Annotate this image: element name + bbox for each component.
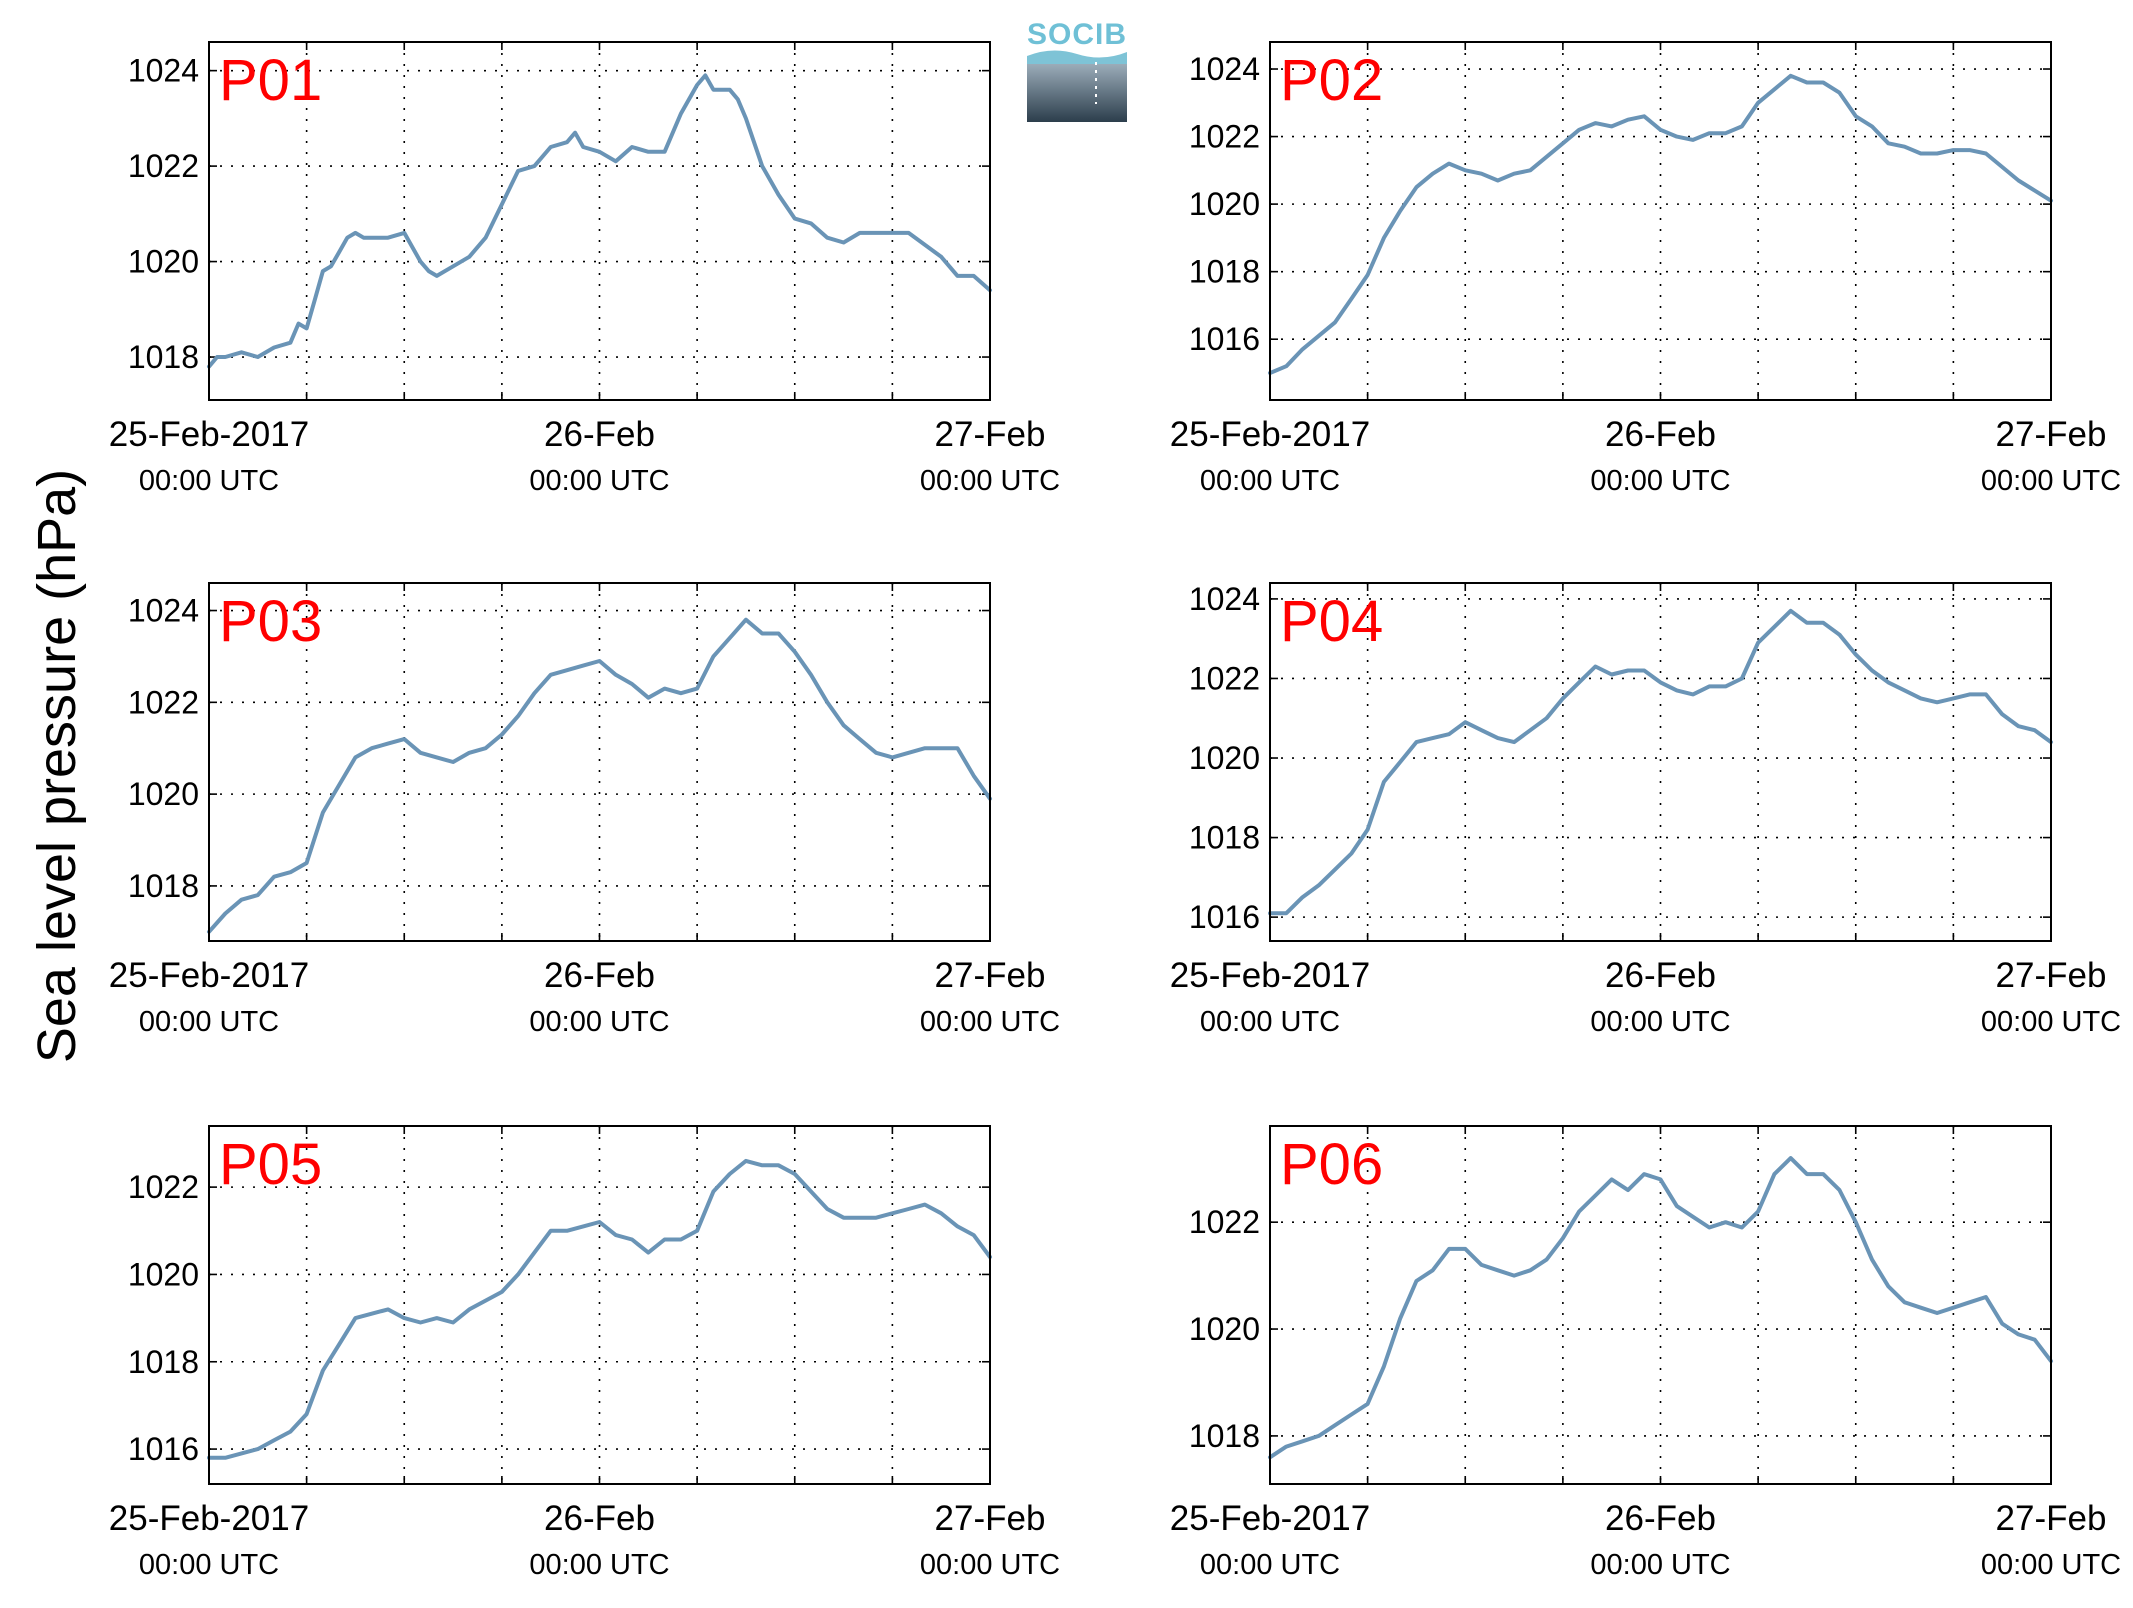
x-tick-time-label: 00:00 UTC <box>1981 1006 2121 1038</box>
x-tick-time-label: 00:00 UTC <box>1981 465 2121 497</box>
y-tick-label: 1022 <box>1189 660 1260 696</box>
plot-frame <box>1269 1125 2052 1485</box>
x-tick-date-label: 26-Feb <box>544 415 655 454</box>
x-tick-time-label: 00:00 UTC <box>1981 1549 2121 1581</box>
y-tick-label: 1020 <box>1189 740 1260 776</box>
y-tick-label: 1020 <box>128 244 199 280</box>
panel-p05: 1016 1018 1020 1022 25-Feb-2017 00:00 UTC 26-F… <box>109 1125 1060 1581</box>
x-tick-date-label: 26-Feb <box>1605 415 1716 454</box>
plot-background <box>209 42 990 400</box>
y-tick-label: 1018 <box>1189 820 1260 856</box>
y-tick-label: 1016 <box>1189 899 1260 935</box>
socib-logo: SOCIB <box>1027 18 1127 122</box>
x-tick-date-label: 27-Feb <box>1996 1499 2107 1538</box>
plot-frame <box>1269 41 2052 401</box>
series-line <box>1268 608 2053 916</box>
plot-background <box>1270 583 2051 941</box>
y-tick-label: 1022 <box>1189 119 1260 155</box>
y-tick-label: 1020 <box>128 776 199 812</box>
x-tick-time-label: 00:00 UTC <box>920 1006 1060 1038</box>
x-tick-date-label: 27-Feb <box>1996 956 2107 995</box>
x-tick-date-label: 27-Feb <box>1996 415 2107 454</box>
x-tick-date-label: 27-Feb <box>935 1499 1046 1538</box>
x-tick-date-label: 25-Feb-2017 <box>1170 1499 1370 1538</box>
y-tick-label: 1022 <box>128 148 199 184</box>
x-tick-time-label: 00:00 UTC <box>1590 1549 1730 1581</box>
panel-title: P03 <box>219 589 322 654</box>
panel-p03: 1018 1020 1022 1024 25-Feb-2017 00:00 UTC 26-F… <box>109 582 1060 1038</box>
x-tick-date-label: 26-Feb <box>1605 956 1716 995</box>
y-tick-label: 1024 <box>128 593 199 629</box>
y-tick-label: 1018 <box>128 868 199 904</box>
series-line <box>207 1158 992 1460</box>
plot-background <box>1270 42 2051 400</box>
panel-title: P01 <box>219 48 322 113</box>
y-tick-label: 1022 <box>128 1169 199 1205</box>
panel-title: P06 <box>1280 1132 1383 1197</box>
y-tick-label: 1020 <box>1189 186 1260 222</box>
plot-background <box>209 1126 990 1484</box>
panel-p04: 1016 1018 1020 1022 1024 25-Feb-2017 00:00 UTC… <box>1170 581 2121 1038</box>
x-tick-date-label: 25-Feb-2017 <box>1170 415 1370 454</box>
x-tick-time-label: 00:00 UTC <box>1590 1006 1730 1038</box>
x-tick-time-label: 00:00 UTC <box>920 1549 1060 1581</box>
y-axis-title: Sea level pressure (hPa) <box>27 469 87 1063</box>
y-tick-label: 1022 <box>1189 1204 1260 1240</box>
x-tick-date-label: 25-Feb-2017 <box>1170 956 1370 995</box>
series-line <box>1268 73 2053 375</box>
x-tick-time-label: 00:00 UTC <box>529 1549 669 1581</box>
x-tick-date-label: 26-Feb <box>1605 1499 1716 1538</box>
y-tick-label: 1018 <box>1189 254 1260 290</box>
x-tick-time-label: 00:00 UTC <box>1200 1006 1340 1038</box>
x-tick-time-label: 00:00 UTC <box>529 1006 669 1038</box>
x-tick-time-label: 00:00 UTC <box>1200 465 1340 497</box>
y-tick-label: 1016 <box>128 1431 199 1467</box>
x-tick-date-label: 27-Feb <box>935 415 1046 454</box>
x-tick-date-label: 26-Feb <box>544 1499 655 1538</box>
y-tick-label: 1020 <box>128 1256 199 1292</box>
x-tick-time-label: 00:00 UTC <box>139 465 279 497</box>
y-tick-label: 1018 <box>128 1344 199 1380</box>
plot-frame <box>208 582 991 942</box>
plot-frame <box>208 1125 991 1485</box>
x-tick-time-label: 00:00 UTC <box>139 1549 279 1581</box>
panel-title: P04 <box>1280 589 1383 654</box>
panel-p06: 1018 1020 1022 25-Feb-2017 00:00 UTC 26-Feb 00… <box>1170 1125 2121 1581</box>
plot-frame <box>208 41 991 401</box>
y-tick-label: 1024 <box>1189 51 1260 87</box>
panel-p02: 1016 1018 1020 1022 1024 25-Feb-2017 00:00 UTC… <box>1170 41 2121 497</box>
plot-frame <box>1269 582 2052 942</box>
x-tick-date-label: 26-Feb <box>544 956 655 995</box>
x-tick-time-label: 00:00 UTC <box>1200 1549 1340 1581</box>
y-tick-label: 1016 <box>1189 321 1260 357</box>
series-line <box>1268 1156 2053 1460</box>
x-tick-date-label: 25-Feb-2017 <box>109 956 309 995</box>
x-tick-time-label: 00:00 UTC <box>139 1006 279 1038</box>
x-tick-date-label: 25-Feb-2017 <box>109 1499 309 1538</box>
plot-background <box>209 583 990 941</box>
logo-wave <box>1027 50 1127 64</box>
series-line <box>207 73 992 369</box>
panels: 1018 1020 1022 1024 25-Feb-2017 00:00 UTC 26-F… <box>109 41 2121 1581</box>
x-tick-time-label: 00:00 UTC <box>1590 465 1730 497</box>
x-tick-date-label: 25-Feb-2017 <box>109 415 309 454</box>
logo-text: SOCIB <box>1027 18 1127 51</box>
y-tick-label: 1018 <box>1189 1418 1260 1454</box>
y-tick-label: 1024 <box>128 53 199 89</box>
y-tick-label: 1018 <box>128 339 199 375</box>
y-tick-label: 1020 <box>1189 1311 1260 1347</box>
series-line <box>207 617 992 934</box>
panel-p01: 1018 1020 1022 1024 25-Feb-2017 00:00 UTC 26-F… <box>109 41 1060 497</box>
x-tick-time-label: 00:00 UTC <box>529 465 669 497</box>
logo-block <box>1027 62 1127 122</box>
x-tick-date-label: 27-Feb <box>935 956 1046 995</box>
x-tick-time-label: 00:00 UTC <box>920 465 1060 497</box>
panel-title: P02 <box>1280 48 1383 113</box>
y-tick-label: 1022 <box>128 684 199 720</box>
panel-title: P05 <box>219 1132 322 1197</box>
y-tick-label: 1024 <box>1189 581 1260 617</box>
